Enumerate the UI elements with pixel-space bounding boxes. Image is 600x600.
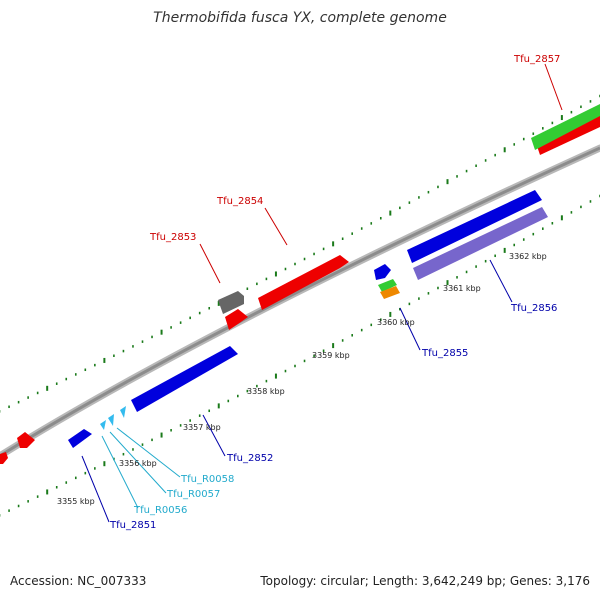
scale-label-3360: 3360 kbp [377, 318, 415, 327]
genome-backbone [0, 144, 600, 460]
genome-stats-label: Topology: circular; Length: 3,642,249 bp… [260, 574, 590, 588]
scale-label-3362: 3362 kbp [509, 252, 547, 261]
scale-label-3361: 3361 kbp [443, 284, 481, 293]
gene-feature-red-edge[interactable] [0, 452, 8, 464]
gene-feature-tfu-2853[interactable] [225, 309, 248, 330]
gene-feature-tfu-2854[interactable] [258, 255, 349, 310]
gene-feature-tfu-2856-blue[interactable] [407, 190, 542, 263]
gene-feature-tfu-2852[interactable] [131, 346, 238, 412]
accession-label: Accession: NC_007333 [10, 574, 147, 588]
gene-feature-tfu-r0057[interactable] [108, 414, 114, 426]
gene-label-tfu-r0058[interactable]: Tfu_R0058 [180, 474, 234, 485]
gene-label-tfu-2853[interactable]: Tfu_2853 [149, 232, 196, 243]
scale-label-3356: 3356 kbp [119, 459, 157, 468]
gene-label-tfu-2856[interactable]: Tfu_2856 [510, 303, 557, 314]
gene-feature-tfu-r0058[interactable] [120, 406, 126, 418]
gene-feature-red-left[interactable] [17, 432, 35, 448]
scale-tick-rows [0, 94, 600, 517]
gene-feature-tfu-2856-purple[interactable] [413, 207, 548, 280]
gene-label-tfu-2857[interactable]: Tfu_2857 [513, 54, 560, 65]
gene-feature-orange-small[interactable] [380, 286, 400, 299]
gene-feature-tfu-r0056[interactable] [100, 420, 106, 430]
scale-label-3355: 3355 kbp [57, 497, 95, 506]
gene-label-tfu-r0056[interactable]: Tfu_R0056 [133, 505, 187, 516]
gene-feature-green-small[interactable] [378, 279, 397, 292]
gene-label-tfu-2852[interactable]: Tfu_2852 [226, 453, 273, 464]
gene-feature-tfu-2851[interactable] [68, 429, 92, 448]
scale-label-3359: 3359 kbp [312, 351, 350, 360]
gene-feature-gray[interactable] [218, 291, 244, 314]
scale-label-3358: 3358 kbp [247, 387, 285, 396]
gene-label-tfu-2855[interactable]: Tfu_2855 [421, 348, 468, 359]
gene-label-tfu-r0057[interactable]: Tfu_R0057 [166, 489, 220, 500]
gene-label-tfu-2851[interactable]: Tfu_2851 [109, 520, 156, 531]
scale-label-3357: 3357 kbp [183, 423, 221, 432]
gene-feature-green[interactable] [531, 104, 600, 150]
gene-label-tfu-2854[interactable]: Tfu_2854 [216, 196, 263, 207]
gene-feature-tfu-2855[interactable] [374, 264, 391, 280]
map-title: Thermobifida fusca YX, complete genome [153, 10, 447, 26]
